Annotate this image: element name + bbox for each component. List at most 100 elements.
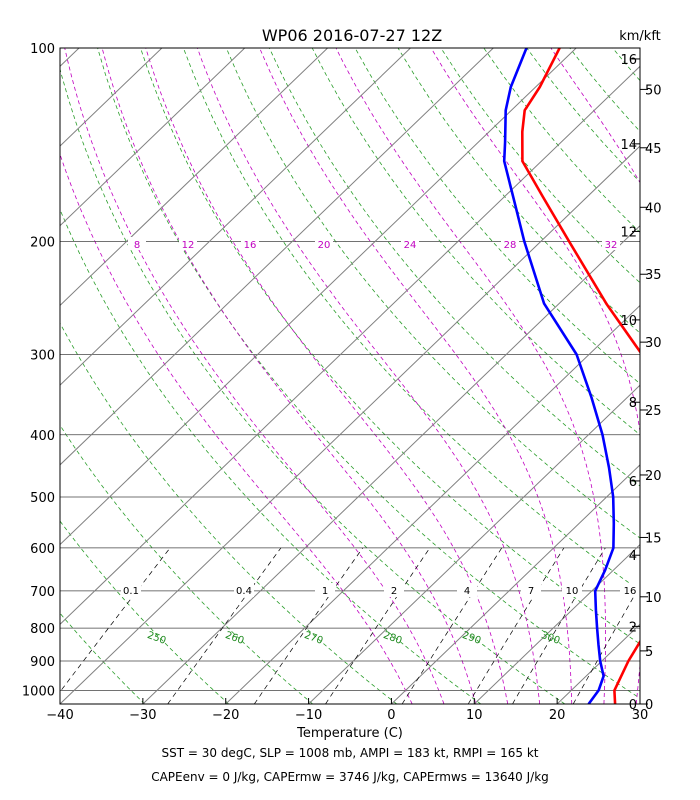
mixing-ratio-label-bg bbox=[562, 583, 582, 597]
dry-adiabat-line bbox=[526, 48, 640, 183]
footer-line-2: CAPEenv = 0 J/kg, CAPErmw = 3746 J/kg, C… bbox=[151, 770, 549, 784]
mixing-ratio-line bbox=[254, 547, 363, 704]
mixing-ratio-label-bg bbox=[521, 583, 541, 597]
dry-adiabat-line bbox=[60, 424, 313, 704]
kft-tick-label: 20 bbox=[645, 469, 662, 484]
x-tick-label: −10 bbox=[295, 708, 322, 723]
dry-adiabat-line bbox=[397, 48, 640, 334]
moist-adiabat-label-bg bbox=[602, 237, 620, 250]
moist-adiabat-line bbox=[101, 48, 477, 704]
footer-line-1: SST = 30 degC, SLP = 1008 mb, AMPI = 183… bbox=[161, 746, 539, 760]
kft-tick-label: 10 bbox=[645, 591, 662, 606]
mixing-ratio-line bbox=[325, 547, 431, 704]
x-tick-label: 20 bbox=[549, 708, 566, 723]
dry-adiabat-line bbox=[483, 48, 640, 233]
isotherm-line bbox=[60, 48, 577, 546]
dry-adiabat-label: 300 bbox=[540, 630, 562, 647]
kft-tick-label: 15 bbox=[645, 531, 662, 546]
dry-adiabat-line bbox=[60, 612, 145, 704]
mixing-ratio-label-bg bbox=[620, 583, 640, 597]
x-tick-label: −30 bbox=[129, 708, 156, 723]
isotherm-line bbox=[60, 145, 640, 704]
dry-adiabat-label: 260 bbox=[224, 630, 246, 647]
moist-adiabat-line bbox=[64, 48, 445, 704]
dry-adiabat-label: 250 bbox=[146, 630, 168, 647]
km-tick-label: 14 bbox=[620, 138, 637, 153]
mixing-ratio-label: 4 bbox=[464, 586, 470, 597]
dry-adiabat-line bbox=[60, 520, 229, 704]
temperature-profile-line bbox=[521, 48, 640, 704]
moist-adiabat-label: 8 bbox=[134, 240, 140, 251]
km-tick-label: 2 bbox=[629, 620, 637, 635]
dry-adiabat-label: 280 bbox=[382, 630, 404, 647]
mixing-ratio-label: 10 bbox=[566, 586, 579, 597]
moist-adiabat-label: 12 bbox=[182, 240, 195, 251]
moist-adiabat-label: 16 bbox=[244, 240, 257, 251]
moist-adiabat-label: 28 bbox=[504, 240, 517, 251]
km-tick-label: 16 bbox=[620, 53, 637, 68]
mixing-ratio-label-bg bbox=[457, 583, 477, 597]
kft-tick-label: 45 bbox=[645, 142, 662, 157]
mixing-ratio-lines bbox=[60, 547, 640, 704]
mixing-ratio-label-bg bbox=[121, 583, 141, 597]
dry-adiabat-line bbox=[60, 208, 482, 704]
pressure-tick-label: 200 bbox=[30, 235, 55, 250]
plot-frame bbox=[59, 47, 641, 705]
km-tick-label: 6 bbox=[629, 475, 637, 490]
kft-tick-label: 0 bbox=[645, 698, 653, 713]
moist-adiabat-line bbox=[335, 48, 606, 704]
isotherm-line bbox=[60, 65, 640, 625]
x-tick-label: −40 bbox=[46, 708, 73, 723]
moist-adiabat-label: 20 bbox=[318, 240, 331, 251]
x-tick-label: 0 bbox=[387, 708, 395, 723]
moist-adiabat-label-bg bbox=[179, 237, 197, 250]
mixing-ratio-label-bg bbox=[234, 583, 254, 597]
mixing-ratio-line bbox=[467, 547, 565, 704]
moist-adiabat-label-bg bbox=[315, 237, 333, 250]
isotherm-line bbox=[225, 304, 640, 704]
moist-adiabat-line bbox=[259, 48, 573, 704]
moist-adiabat-label: 24 bbox=[404, 240, 417, 251]
pressure-tick-label: 700 bbox=[30, 585, 55, 600]
mixing-ratio-line bbox=[167, 547, 282, 704]
moist-adiabat-label-bg bbox=[241, 237, 259, 250]
pressure-tick-label: 600 bbox=[30, 542, 55, 557]
isotherm-line bbox=[60, 48, 80, 68]
pressure-tick-label: 1000 bbox=[22, 684, 55, 699]
moist-adiabat-line bbox=[145, 48, 509, 704]
dry-adiabat-line bbox=[656, 48, 700, 704]
moist-adiabat-label-bg bbox=[501, 237, 519, 250]
skew-t-chart: WP06 2016-07-27 12Z km/kft 0.1 0.4 1 2 4 7 10 1… bbox=[22, 26, 700, 740]
mixing-ratio-label: 16 bbox=[624, 586, 637, 597]
mixing-ratio-line bbox=[60, 547, 171, 693]
isotherm-line bbox=[391, 464, 640, 704]
pressure-tick-label: 900 bbox=[30, 655, 55, 670]
moist-adiabat-label-bg bbox=[128, 237, 146, 250]
isobars bbox=[60, 48, 640, 691]
kft-tick-label: 30 bbox=[645, 336, 662, 351]
isotherms bbox=[60, 48, 640, 704]
dry-adiabat-line bbox=[225, 48, 640, 539]
km-tick-label: 0 bbox=[629, 698, 637, 713]
kft-tick-label: 25 bbox=[645, 404, 662, 419]
x-tick-label: −20 bbox=[212, 708, 239, 723]
isotherm-line bbox=[60, 48, 411, 386]
dry-adiabat-line bbox=[60, 67, 566, 704]
moist-adiabat-label-bg bbox=[401, 237, 419, 250]
kft-tick-label: 5 bbox=[645, 645, 653, 660]
mixing-ratio-label: 0.1 bbox=[123, 586, 139, 597]
dry-adiabat-label: 290 bbox=[461, 630, 483, 647]
pressure-tick-label: 500 bbox=[30, 491, 55, 506]
mixing-ratio-label: 0.4 bbox=[236, 586, 252, 597]
dry-adiabat-line bbox=[268, 48, 640, 487]
km-tick-label: 8 bbox=[629, 396, 637, 411]
mixing-ratio-label-bg bbox=[315, 583, 335, 597]
kft-tick-label: 35 bbox=[645, 268, 662, 283]
dewpoint-profile-line bbox=[502, 48, 616, 704]
pressure-tick-label: 300 bbox=[30, 348, 55, 363]
isotherm-line bbox=[473, 543, 640, 704]
mixing-ratio-label: 2 bbox=[391, 586, 397, 597]
moist-adiabat-label: 32 bbox=[605, 240, 618, 251]
dry-adiabat-line bbox=[60, 322, 397, 704]
isotherm-line bbox=[142, 225, 640, 704]
